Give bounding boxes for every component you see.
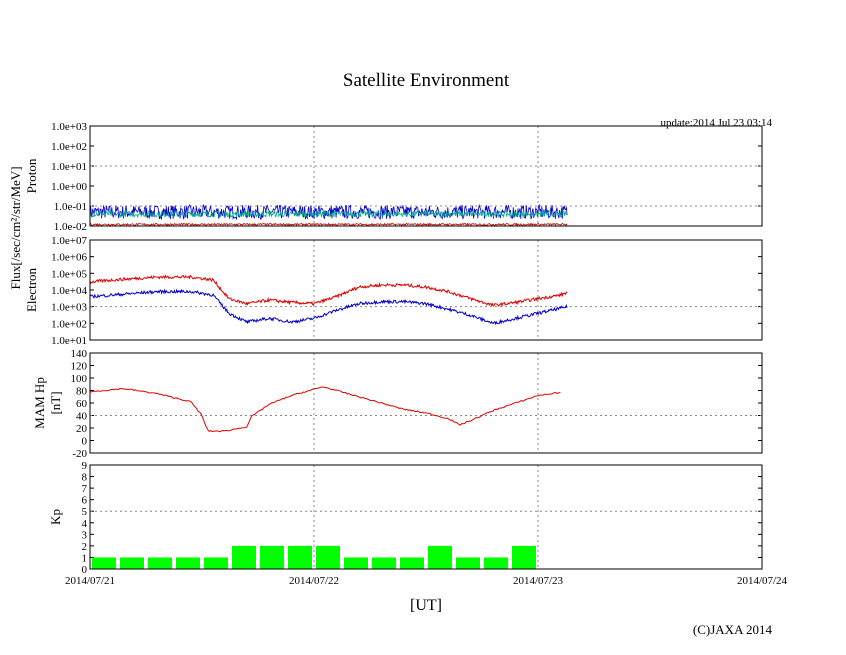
y-tick-label: 100 — [71, 373, 88, 385]
y-tick-label: 20 — [76, 423, 88, 435]
panel-ylabel: Kp — [48, 509, 63, 525]
chart-title: Satellite Environment — [343, 70, 510, 91]
panel-ylabel: Proton — [24, 158, 39, 193]
kp-bar — [316, 545, 340, 569]
y-tick-label: 80 — [76, 386, 88, 398]
y-tick-label: 1.0e+06 — [51, 252, 87, 264]
kp-bar — [92, 557, 116, 569]
y-tick-label: 3 — [82, 529, 88, 541]
kp-bar — [512, 545, 536, 569]
kp-bar — [372, 557, 396, 569]
copyright-text: (C)JAXA 2014 — [693, 622, 773, 637]
panel-ylabel-unit: [nT] — [48, 391, 63, 414]
y-tick-label: 1.0e+03 — [51, 302, 87, 314]
proton-series-3 — [89, 222, 568, 227]
y-tick-label: 1.0e+00 — [51, 181, 87, 193]
y-tick-label: 0 — [82, 564, 88, 576]
panel-frame — [89, 352, 763, 454]
y-tick-label: 140 — [71, 348, 88, 360]
y-tick-label: 1.0e+01 — [51, 335, 87, 347]
update-timestamp: update:2014 Jul 23 03:14 — [660, 117, 772, 129]
y-tick-label: 60 — [76, 398, 88, 410]
y-tick-label: 120 — [71, 361, 88, 373]
y-tick-label: 1.0e+07 — [51, 235, 87, 247]
proton-series-2 — [89, 209, 568, 219]
x-axis-label: [UT] — [410, 597, 442, 614]
panel-frame — [89, 464, 763, 570]
hp-series-1 — [89, 386, 561, 433]
y-tick-label: 4 — [82, 518, 88, 530]
panel-ylabel: Electron — [24, 267, 39, 312]
kp-bar — [120, 557, 144, 569]
y-tick-label: 1.0e+02 — [51, 318, 87, 330]
kp-bar — [428, 545, 452, 569]
panel-frame — [89, 239, 763, 341]
y-tick-label: 1 — [82, 552, 88, 564]
x-tick-label: 2014/07/23 — [513, 575, 564, 587]
kp-bar — [260, 545, 284, 569]
kp-bar — [148, 557, 172, 569]
y-tick-label: 2 — [82, 541, 88, 553]
y-tick-label: -20 — [72, 448, 87, 460]
panel-frame — [89, 125, 763, 227]
x-tick-label: 2014/07/24 — [737, 575, 788, 587]
kp-bar — [288, 545, 312, 569]
electron-series-2 — [89, 288, 568, 326]
kp-bar — [176, 557, 200, 569]
kp-bar — [400, 557, 424, 569]
y-tick-label: 1.0e+03 — [51, 121, 87, 133]
y-tick-label: 8 — [82, 472, 88, 484]
y-tick-label: 1.0e+02 — [51, 141, 87, 153]
y-tick-label: 6 — [82, 495, 88, 507]
y-tick-label: 9 — [82, 460, 88, 472]
kp-bar — [232, 545, 256, 569]
panel-2: 1.0e+01 1.0e+02 1.0e+03 1.0e+04 1.0e+05 1.0e+… — [24, 235, 763, 347]
kp-bar — [484, 557, 508, 569]
kp-bar — [204, 557, 228, 569]
y-tick-label: 1.0e-02 — [54, 221, 87, 233]
shared-flux-label: Flux[/sec/cm²/str/MeV] — [8, 166, 23, 289]
x-tick-label: 2014/07/22 — [289, 575, 339, 587]
kp-bar — [456, 557, 480, 569]
y-tick-label: 1.0e+04 — [51, 285, 87, 297]
y-tick-label: 40 — [76, 411, 88, 423]
kp-bar — [344, 557, 368, 569]
y-tick-label: 1.0e+01 — [51, 161, 87, 173]
y-tick-label: 7 — [82, 483, 88, 495]
electron-series-1 — [89, 274, 568, 308]
panel-1: 1.0e-02 1.0e-01 1.0e+00 1.0e+01 1.0e+02 1.0e+… — [24, 121, 763, 233]
y-tick-label: 5 — [82, 506, 88, 518]
y-tick-label: 0 — [82, 436, 88, 448]
y-tick-label: 1.0e-01 — [54, 201, 87, 213]
x-tick-label: 2014/07/21 — [65, 575, 115, 587]
panel-ylabel: MAM Hp — [32, 377, 47, 429]
y-tick-label: 1.0e+05 — [51, 268, 87, 280]
